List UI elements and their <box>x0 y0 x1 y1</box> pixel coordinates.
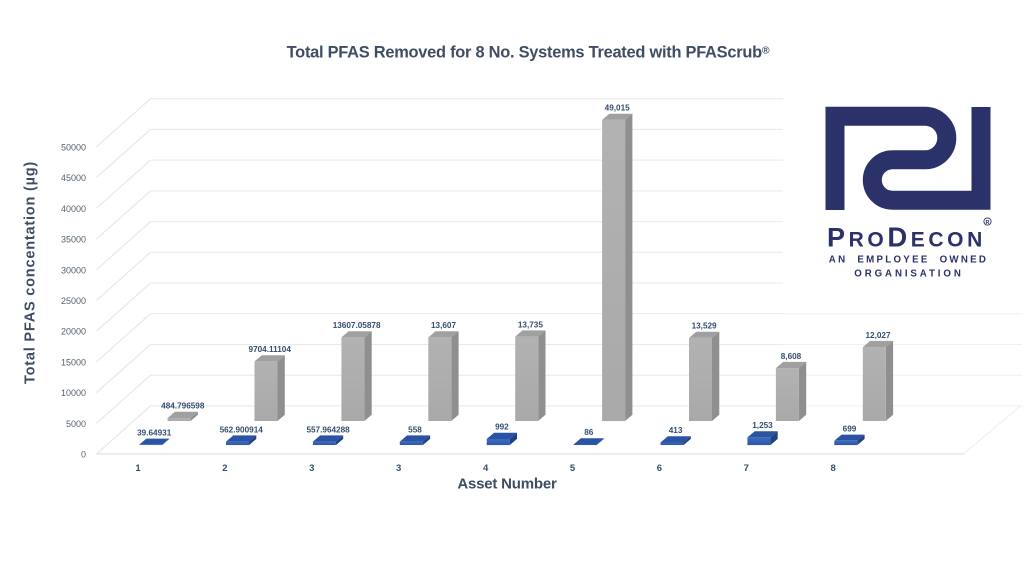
svg-text:9704.11104: 9704.11104 <box>249 345 292 354</box>
svg-text:8,608: 8,608 <box>781 352 802 361</box>
svg-text:Total PFAS Removed for 8 No. S: Total PFAS Removed for 8 No. Systems Tre… <box>287 44 770 62</box>
svg-text:5: 5 <box>570 463 576 474</box>
svg-text:558: 558 <box>408 425 422 434</box>
svg-text:6: 6 <box>657 463 662 474</box>
svg-text:Asset Number: Asset Number <box>457 476 557 493</box>
svg-text:10000: 10000 <box>61 388 86 398</box>
svg-text:8: 8 <box>831 463 836 474</box>
svg-text:R: R <box>986 220 990 226</box>
svg-text:PRODECON: PRODECON <box>827 222 986 253</box>
svg-text:86: 86 <box>584 428 594 437</box>
svg-text:557.964288: 557.964288 <box>306 425 350 434</box>
svg-text:13,529: 13,529 <box>692 322 717 331</box>
svg-text:12,027: 12,027 <box>865 331 890 340</box>
svg-text:Total PFAS concentation (µg): Total PFAS concentation (µg) <box>23 161 39 384</box>
svg-text:7: 7 <box>744 463 749 474</box>
svg-text:40000: 40000 <box>61 204 86 214</box>
svg-text:45000: 45000 <box>61 173 86 183</box>
svg-text:AN EMPLOYEE OWNED: AN EMPLOYEE OWNED <box>829 255 988 266</box>
svg-text:0: 0 <box>81 450 86 460</box>
svg-text:15000: 15000 <box>61 357 86 367</box>
svg-text:562.900914: 562.900914 <box>220 425 264 434</box>
svg-text:1,253: 1,253 <box>752 421 773 430</box>
svg-text:5000: 5000 <box>66 419 86 429</box>
svg-text:3: 3 <box>396 463 401 474</box>
svg-text:3: 3 <box>309 463 314 474</box>
svg-text:25000: 25000 <box>61 296 86 306</box>
svg-text:50000: 50000 <box>61 142 86 152</box>
svg-text:13,735: 13,735 <box>518 320 543 329</box>
svg-text:30000: 30000 <box>61 265 86 275</box>
svg-text:13,607: 13,607 <box>431 321 456 330</box>
svg-text:35000: 35000 <box>61 235 86 245</box>
svg-text:413: 413 <box>669 426 683 435</box>
svg-text:992: 992 <box>495 423 509 432</box>
svg-text:484.796598: 484.796598 <box>161 402 205 411</box>
svg-text:ORGANISATION: ORGANISATION <box>854 269 963 280</box>
svg-text:13607.05878: 13607.05878 <box>333 321 381 330</box>
svg-text:20000: 20000 <box>61 327 86 337</box>
svg-text:39.64931: 39.64931 <box>137 429 172 438</box>
svg-text:4: 4 <box>483 463 489 474</box>
svg-text:699: 699 <box>843 425 857 434</box>
svg-text:49,015: 49,015 <box>605 104 630 113</box>
svg-text:2: 2 <box>222 463 227 474</box>
svg-text:1: 1 <box>135 463 141 474</box>
